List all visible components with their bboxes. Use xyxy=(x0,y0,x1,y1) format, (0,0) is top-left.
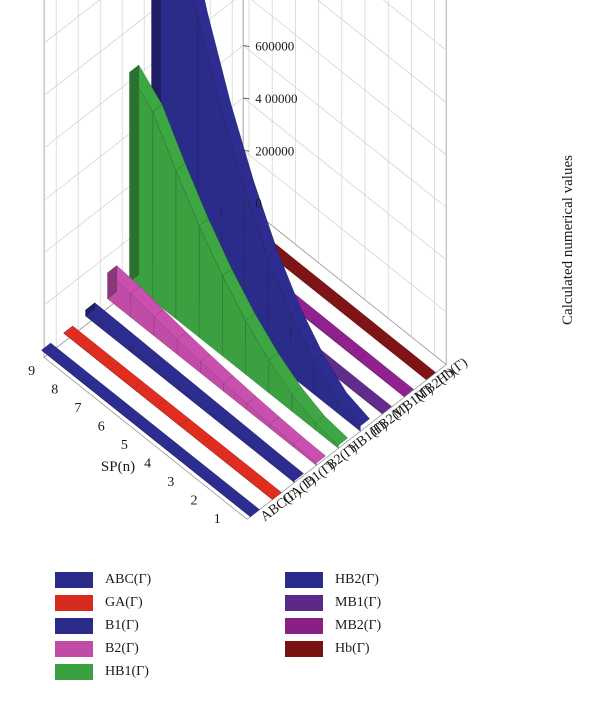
legend-swatch xyxy=(285,595,323,611)
x-tick-label: 4 xyxy=(144,456,151,471)
legend-label: B1(Γ) xyxy=(105,618,139,633)
legend-swatch xyxy=(55,572,93,588)
bar-face xyxy=(403,360,427,381)
x-tick-label: 1 xyxy=(214,512,221,527)
bar-end-cap xyxy=(41,342,51,351)
legend-label: MB1(Γ) xyxy=(335,595,382,610)
bar-end-cap xyxy=(129,64,139,283)
bar-face xyxy=(179,425,203,445)
z-tick xyxy=(243,149,250,152)
bar-face xyxy=(293,443,317,466)
legend-label: B2(Γ) xyxy=(105,641,139,656)
bar-face xyxy=(315,422,339,449)
legend-item: HB1(Γ) xyxy=(55,662,149,682)
bar-face xyxy=(133,388,157,408)
legend-item: B2(Γ) xyxy=(55,639,139,659)
bar-face xyxy=(225,462,250,482)
bar-face xyxy=(86,351,111,371)
bar-face xyxy=(156,406,180,426)
gridline-z xyxy=(317,0,447,103)
z-tick xyxy=(243,45,250,47)
x-tick-label: 9 xyxy=(28,364,35,379)
legend-label: HB2(Γ) xyxy=(335,572,379,587)
bar-face xyxy=(109,369,134,389)
ribbon-B2(Γ) xyxy=(107,265,326,466)
gridline-z xyxy=(43,0,101,44)
x-axis-label: SP(n) xyxy=(101,459,135,475)
legend-label: HB1(Γ) xyxy=(105,664,149,679)
legend-swatch xyxy=(285,572,323,588)
bar-face xyxy=(381,377,405,398)
z-tick-label: 600000 xyxy=(255,39,294,54)
z-tick-label: 4 00000 xyxy=(255,91,297,106)
legend-item: MB1(Γ) xyxy=(285,593,381,613)
z-tick-label: 800000 xyxy=(255,0,294,1)
gridline-z xyxy=(43,0,168,96)
legend-item: MB2(Γ) xyxy=(285,616,381,636)
legend-item: GA(Γ) xyxy=(55,593,143,613)
legend-swatch xyxy=(55,618,93,634)
bar-end-cap xyxy=(63,325,73,334)
legend-item: HB2(Γ) xyxy=(285,570,379,590)
bar-end-cap xyxy=(107,265,117,300)
legend-swatch xyxy=(55,641,93,657)
legend-swatch xyxy=(55,595,93,611)
x-tick-label: 5 xyxy=(121,438,128,453)
series-ribbons xyxy=(41,0,436,518)
bar-face xyxy=(202,443,227,463)
chart-legend: ABC(Γ) GA(Γ) B1(Γ) B2(Γ) HB1(Γ) HB2(Γ) MB1(Γ) M… xyxy=(55,570,575,710)
legend-item: ABC(Γ) xyxy=(55,570,151,590)
x-tick-label: 8 xyxy=(51,382,58,397)
legend-label: GA(Γ) xyxy=(105,595,143,610)
x-tick-label: 6 xyxy=(98,419,105,434)
legend-swatch xyxy=(285,641,323,657)
gridline-z xyxy=(242,45,447,208)
legend-label: MB2(Γ) xyxy=(335,618,382,633)
legend-label: Hb(Γ) xyxy=(335,641,370,656)
bar-face xyxy=(227,497,251,518)
x-tick-label: 3 xyxy=(167,475,174,490)
z-tick-label: 200000 xyxy=(255,143,294,158)
ribbon-HB1(Γ) xyxy=(129,64,348,449)
chart-plot: 123456789SP(n)ABC(Γ)GA(Γ)B1(Γ)B2(Γ)HB1(Γ… xyxy=(28,0,576,527)
gridline-z xyxy=(251,0,447,156)
ribbon-ABC(Γ) xyxy=(41,342,260,518)
bar-face xyxy=(249,480,273,500)
legend-swatch xyxy=(55,664,93,680)
gridline-z xyxy=(242,97,447,261)
x-tick-label: 7 xyxy=(75,401,82,416)
bar-face xyxy=(359,394,383,415)
bar-face xyxy=(337,399,361,432)
gridline-z xyxy=(242,150,447,313)
legend-label: ABC(Γ) xyxy=(105,572,152,587)
z-tick xyxy=(243,202,250,205)
z-axis-label: Calculated numerical values xyxy=(560,155,576,325)
ribbon-GA(Γ) xyxy=(63,325,282,500)
legend-item: Hb(Γ) xyxy=(285,639,370,659)
x-tick-label: 2 xyxy=(191,493,198,508)
legend-item: B1(Γ) xyxy=(55,616,139,636)
legend-swatch xyxy=(285,618,323,634)
bar-face xyxy=(271,461,295,483)
gridline-z xyxy=(382,0,447,51)
z-tick xyxy=(243,97,250,100)
z-tick-label: 0 xyxy=(255,196,262,211)
bar-end-cap xyxy=(85,302,95,317)
ribbon-B1(Γ) xyxy=(85,302,304,483)
